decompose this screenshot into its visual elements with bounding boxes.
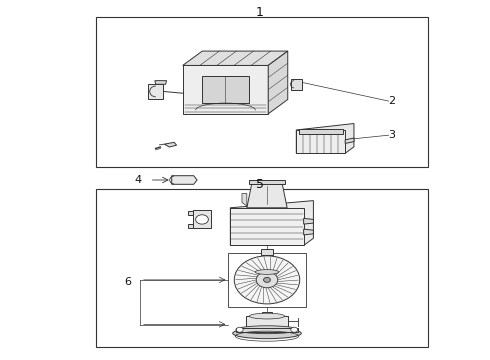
Bar <box>249 180 285 184</box>
Text: 2: 2 <box>388 96 395 106</box>
Polygon shape <box>230 201 314 246</box>
Polygon shape <box>164 142 176 147</box>
Polygon shape <box>188 211 193 215</box>
Text: 6: 6 <box>124 277 131 287</box>
Bar <box>262 312 272 316</box>
Bar <box>96 189 428 347</box>
Ellipse shape <box>236 326 298 334</box>
Bar <box>96 17 428 167</box>
Circle shape <box>236 327 243 332</box>
Polygon shape <box>183 51 288 66</box>
Text: 3: 3 <box>388 130 395 140</box>
Bar <box>228 253 306 307</box>
Polygon shape <box>345 138 354 143</box>
Ellipse shape <box>233 328 301 339</box>
Polygon shape <box>296 123 354 153</box>
Ellipse shape <box>249 313 285 319</box>
Circle shape <box>196 215 208 224</box>
Bar <box>246 316 288 330</box>
Polygon shape <box>304 229 314 235</box>
Bar <box>202 76 249 103</box>
Polygon shape <box>172 176 197 184</box>
Polygon shape <box>148 84 163 99</box>
Polygon shape <box>193 211 211 228</box>
Polygon shape <box>155 81 167 84</box>
Polygon shape <box>268 51 288 114</box>
Circle shape <box>234 256 300 304</box>
Text: 1: 1 <box>256 6 264 19</box>
Polygon shape <box>188 224 193 228</box>
Bar <box>296 130 345 153</box>
Polygon shape <box>291 79 302 90</box>
Text: 4: 4 <box>134 175 141 185</box>
Polygon shape <box>183 66 268 114</box>
Bar <box>230 208 304 246</box>
Polygon shape <box>304 219 314 224</box>
Polygon shape <box>242 193 247 206</box>
Circle shape <box>291 327 297 332</box>
Bar <box>299 129 343 134</box>
Bar <box>236 328 298 332</box>
Text: 5: 5 <box>256 178 264 191</box>
Circle shape <box>256 272 278 288</box>
Ellipse shape <box>255 270 279 274</box>
Circle shape <box>264 277 270 282</box>
Polygon shape <box>247 184 287 208</box>
Bar <box>261 249 273 255</box>
